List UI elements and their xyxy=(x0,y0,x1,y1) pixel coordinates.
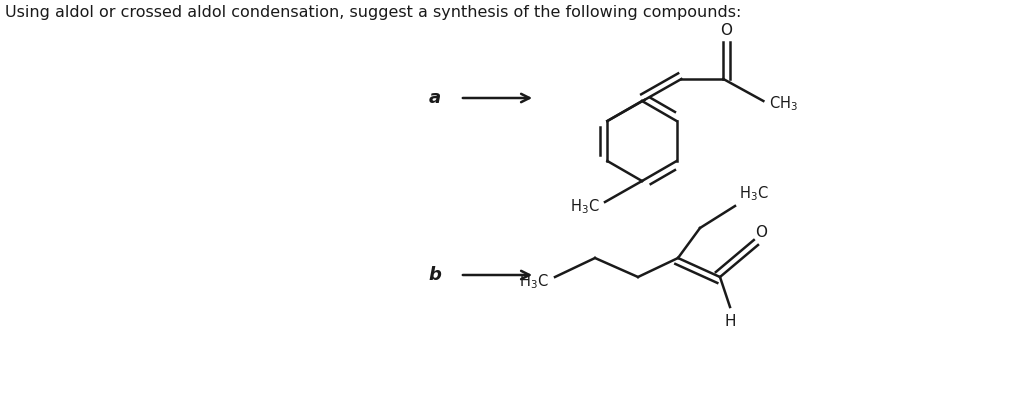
Text: CH$_3$: CH$_3$ xyxy=(769,95,799,113)
Text: a: a xyxy=(429,89,441,107)
Text: H$_3$C: H$_3$C xyxy=(570,198,600,217)
Text: Using aldol or crossed aldol condensation, suggest a synthesis of the following : Using aldol or crossed aldol condensatio… xyxy=(5,5,741,20)
Text: b: b xyxy=(429,266,441,284)
Text: H: H xyxy=(724,314,736,329)
Text: H$_3$C: H$_3$C xyxy=(519,273,549,291)
Text: O: O xyxy=(755,225,767,240)
Text: O: O xyxy=(720,23,732,38)
Text: H$_3$C: H$_3$C xyxy=(739,184,769,203)
